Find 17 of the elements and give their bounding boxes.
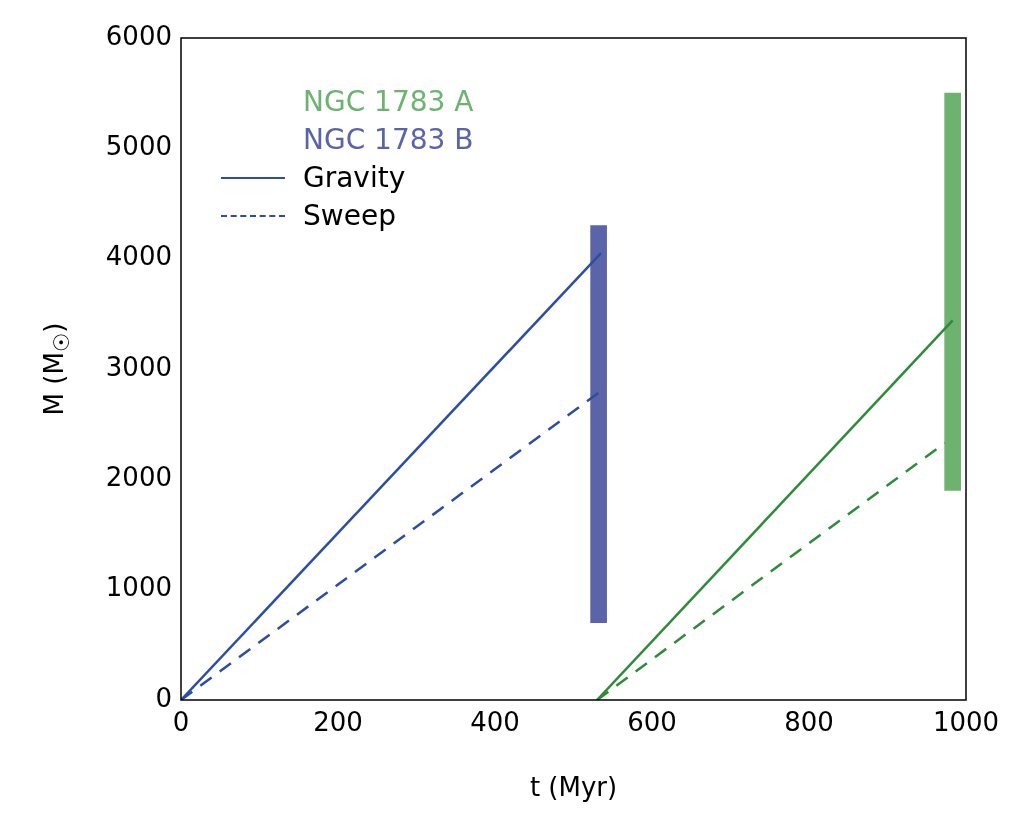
x-tick-label: 800	[784, 707, 834, 738]
y-tick-label: 5000	[105, 131, 172, 162]
legend-label: Sweep	[303, 198, 396, 234]
x-tick-label: 600	[627, 707, 677, 738]
y-tick-label: 3000	[105, 351, 172, 382]
y-tick-label: 6000	[105, 20, 172, 51]
text: NGC 1783 B	[303, 122, 474, 158]
x-tick-label: 400	[470, 707, 520, 738]
x-tick-label: 200	[313, 707, 363, 738]
y-tick-label: 2000	[105, 462, 172, 493]
legend-label: Gravity	[303, 160, 406, 196]
y-tick-label: 4000	[105, 241, 172, 272]
y-tick-label: 0	[155, 682, 172, 713]
text: NGC 1783 A	[303, 84, 474, 120]
y-tick-label: 1000	[105, 572, 172, 603]
x-tick-label: 1000	[932, 707, 1000, 738]
x-axis-title: t (Myr)	[529, 772, 618, 803]
